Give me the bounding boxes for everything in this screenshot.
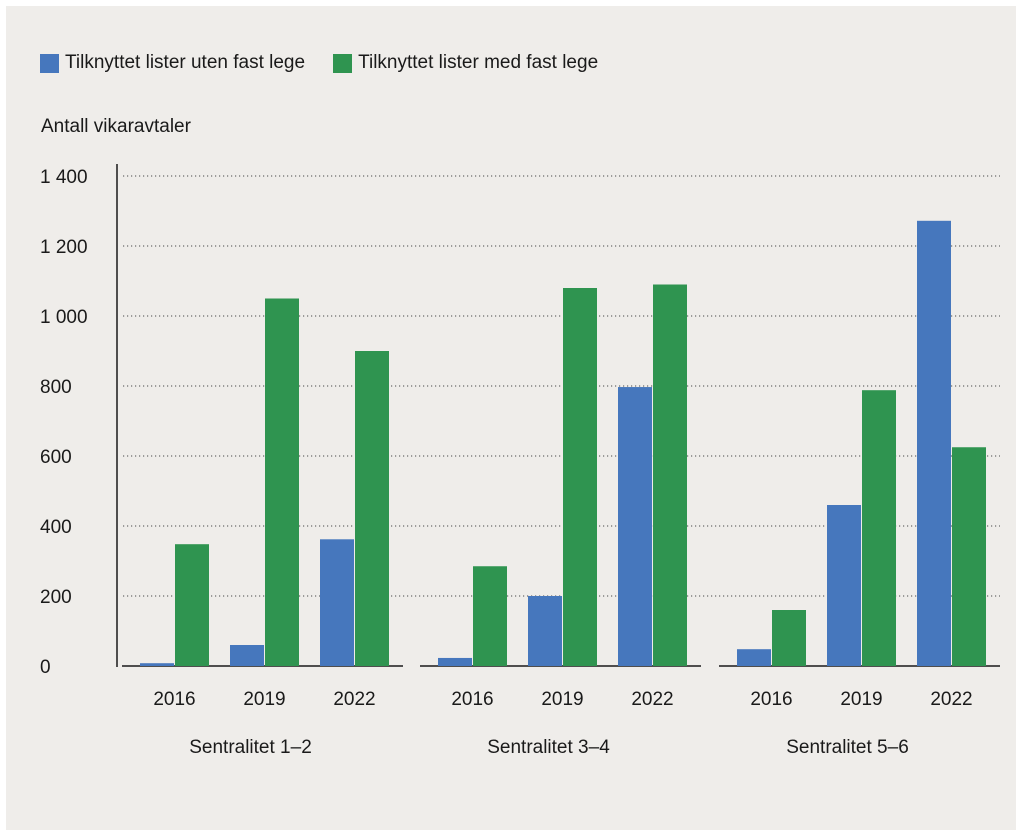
x-tick-label: 2016	[153, 689, 195, 710]
x-tick-label: 2022	[333, 689, 375, 710]
y-tick-label: 1 400	[40, 167, 88, 188]
x-tick-label: 2019	[840, 689, 882, 710]
bar-uten	[438, 657, 472, 666]
bar-med	[772, 610, 806, 666]
x-tick-label: 2022	[631, 689, 673, 710]
x-tick-label: 2019	[243, 689, 285, 710]
bar-med	[473, 566, 507, 666]
group-label: Sentralitet 1–2	[189, 737, 312, 758]
x-tick-label: 2016	[451, 689, 493, 710]
y-tick-label: 1 000	[40, 307, 88, 328]
legend-swatch-uten	[40, 53, 59, 73]
y-tick-label: 1 200	[40, 237, 88, 258]
bar-med	[265, 298, 299, 666]
bar-uten	[320, 539, 354, 666]
bar-med	[563, 288, 597, 666]
legend-item-med: Tilknyttet lister med fast lege	[333, 52, 598, 74]
legend: Tilknyttet lister uten fast lege Tilknyt…	[40, 52, 626, 74]
y-tick-label: 800	[40, 377, 72, 398]
bar-uten	[618, 387, 652, 666]
bar-uten	[528, 596, 562, 666]
legend-swatch-med	[333, 53, 353, 73]
y-axis-label: Antall vikaravtaler	[41, 116, 191, 137]
bar-uten	[917, 220, 951, 667]
x-tick-label: 2022	[930, 689, 972, 710]
bar-med	[862, 390, 896, 666]
x-tick-label: 2016	[750, 689, 792, 710]
bar-uten	[140, 663, 174, 666]
y-tick-label: 200	[40, 587, 72, 608]
legend-item-uten: Tilknyttet lister uten fast lege	[40, 52, 305, 74]
x-tick-label: 2019	[541, 689, 583, 710]
y-tick-label: 600	[40, 447, 72, 468]
bar-med	[653, 284, 687, 666]
bar-med	[175, 544, 209, 666]
legend-label-med: Tilknyttet lister med fast lege	[358, 52, 599, 73]
bar-uten	[827, 505, 861, 666]
group-label: Sentralitet 5–6	[786, 737, 909, 758]
y-tick-label: 0	[40, 657, 51, 678]
chart-panel: Tilknyttet lister uten fast lege Tilknyt…	[6, 6, 1016, 830]
bar-med	[355, 351, 389, 666]
bar-med	[952, 447, 986, 666]
group-label: Sentralitet 3–4	[487, 737, 610, 758]
bar-uten	[737, 649, 771, 666]
bar-chart: 0 200 400 600 800 1 000 1 200 1 400 2016 2019 2022…	[40, 164, 1000, 758]
y-tick-label: 400	[40, 517, 72, 538]
bar-uten	[230, 645, 264, 666]
legend-label-uten: Tilknyttet lister uten fast lege	[65, 52, 306, 73]
